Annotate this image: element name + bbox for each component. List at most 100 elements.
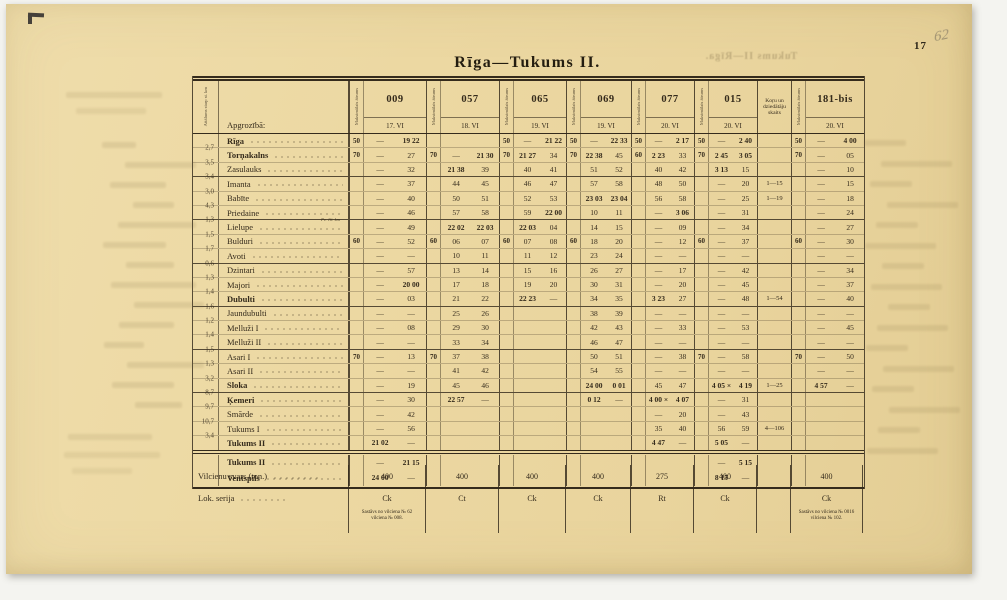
departure-time: 19 — [407, 380, 415, 390]
departure-time: 15 — [741, 164, 750, 174]
station-footnote: Pv. 16. km — [320, 216, 340, 222]
max-speed-cell: 60 — [631, 148, 646, 162]
footer-value: 275 — [630, 465, 693, 487]
time-cell: — 21 22 — [514, 134, 566, 147]
arrival-time: 2 45 — [714, 150, 729, 160]
table-row: 1,7 Avoti — —10 11 11 12 23 24— — — — — — — [193, 244, 864, 264]
departure-time: 08 — [407, 323, 415, 333]
arrival-time: — — [376, 409, 384, 419]
choir-count-cell — [757, 249, 791, 263]
departure-time: 42 — [481, 366, 489, 376]
time-cell: 3 13 15 — [709, 163, 757, 176]
choir-count-cell — [757, 234, 791, 249]
departure-time: 42 — [678, 164, 687, 174]
distance-cell: 1,3 — [193, 360, 219, 378]
arrival-time: — — [376, 457, 384, 467]
max-speed-cell — [631, 364, 646, 378]
max-speed-cell — [499, 349, 514, 364]
show-through-artifact — [887, 201, 958, 208]
arrival-time: — — [717, 352, 726, 362]
arrival-time: 45 — [452, 380, 460, 390]
arrival-time: — — [654, 236, 663, 246]
departure-time: 58 — [678, 193, 687, 203]
station-name: Melluži II — [227, 337, 262, 348]
arrival-time: 17 — [452, 280, 460, 290]
max-speed-cell — [349, 393, 364, 407]
footer-label: Vilcienu svars (ton.) — [192, 465, 348, 487]
table-row: 1,2 Melluži I — 08 29 30 42 43 — 33 — 53 — 45 — [193, 316, 864, 336]
time-cell: 22 03 04 — [514, 220, 566, 233]
departure-time: 43 — [615, 323, 623, 333]
train-number: 065 — [531, 93, 549, 105]
time-cell: 21 27 34 — [514, 148, 566, 161]
arrival-time: 41 — [452, 366, 460, 376]
time-cell: 19 20 — [514, 278, 566, 291]
departure-time: 31 — [615, 280, 623, 290]
time-cell: — — — [646, 249, 694, 262]
departure-time: — — [741, 438, 750, 448]
time-cell — [806, 436, 864, 449]
arrival-time: — — [817, 193, 825, 203]
max-speed-cell — [694, 263, 709, 277]
departure-time: 50 — [846, 352, 854, 362]
distance-cell — [193, 134, 219, 148]
arrival-time: — — [717, 409, 726, 419]
departure-time: 47 — [615, 337, 623, 347]
show-through-artifact — [864, 140, 906, 146]
station-name: Asari II — [227, 365, 254, 376]
time-cell: 41 42 — [441, 364, 499, 377]
time-cell — [441, 436, 499, 449]
time-cell: — 17 — [646, 264, 694, 277]
time-cell: 21 38 39 — [441, 163, 499, 176]
train-date: 19. VI — [581, 117, 631, 133]
show-through-artifact — [877, 324, 948, 331]
departure-time: 34 — [549, 150, 558, 160]
arrival-time: — — [376, 179, 384, 189]
arrival-time: 26 — [590, 265, 598, 275]
departure-time: 39 — [615, 308, 623, 318]
arrival-time: 33 — [452, 337, 460, 347]
max-speed-cell — [426, 191, 441, 205]
departure-time: 11 — [481, 251, 489, 261]
time-cell: 46 47 — [514, 177, 566, 190]
dot-leaders — [266, 342, 343, 345]
departure-time: 22 03 — [476, 222, 494, 232]
max-speed-cell: 50 — [694, 134, 709, 148]
arrival-time: — — [817, 366, 825, 376]
arrival-time: 57 — [590, 179, 598, 189]
time-cell: — 34 — [709, 220, 757, 233]
max-speed-column-header: Maksimālais ātrums — [426, 81, 441, 133]
arrival-time: 50 — [452, 193, 460, 203]
max-speed-cell — [694, 407, 709, 421]
table-row: Ventspils 24 00 — 8 15 — — [193, 470, 864, 486]
arrival-time: — — [717, 395, 726, 405]
arrival-time: — — [717, 457, 726, 467]
train-number: 057 — [461, 93, 479, 105]
arrival-time: — — [817, 251, 825, 261]
max-speed-cell — [426, 378, 441, 393]
distance-cell: 3,4 — [193, 432, 219, 450]
train-number: 009 — [386, 93, 404, 105]
time-cell: — — — [364, 307, 426, 320]
distance-cell: 1,3 — [193, 273, 219, 292]
time-cell: 52 53 — [514, 192, 566, 205]
time-cell: 17 18 — [441, 278, 499, 291]
max-speed-cell — [349, 205, 364, 220]
distance-value: 1,3 — [205, 273, 214, 282]
arrival-time: — — [654, 409, 663, 419]
departure-time: 20 — [678, 409, 687, 419]
departure-time: 58 — [481, 208, 489, 218]
show-through-artifact — [68, 434, 152, 440]
distance-value: 1,3 — [205, 215, 214, 224]
arrival-time: — — [817, 265, 825, 275]
choir-count-cell — [757, 148, 791, 162]
footer-value: 400 — [425, 465, 498, 487]
departure-time: 46 — [407, 208, 415, 218]
time-cell: — 21 15 — [364, 455, 426, 471]
max-speed-cell — [631, 335, 646, 349]
composition-note — [498, 509, 565, 533]
max-speed-cell — [631, 205, 646, 220]
departure-time: 22 — [481, 294, 489, 304]
max-speed-cell: 50 — [349, 134, 364, 148]
